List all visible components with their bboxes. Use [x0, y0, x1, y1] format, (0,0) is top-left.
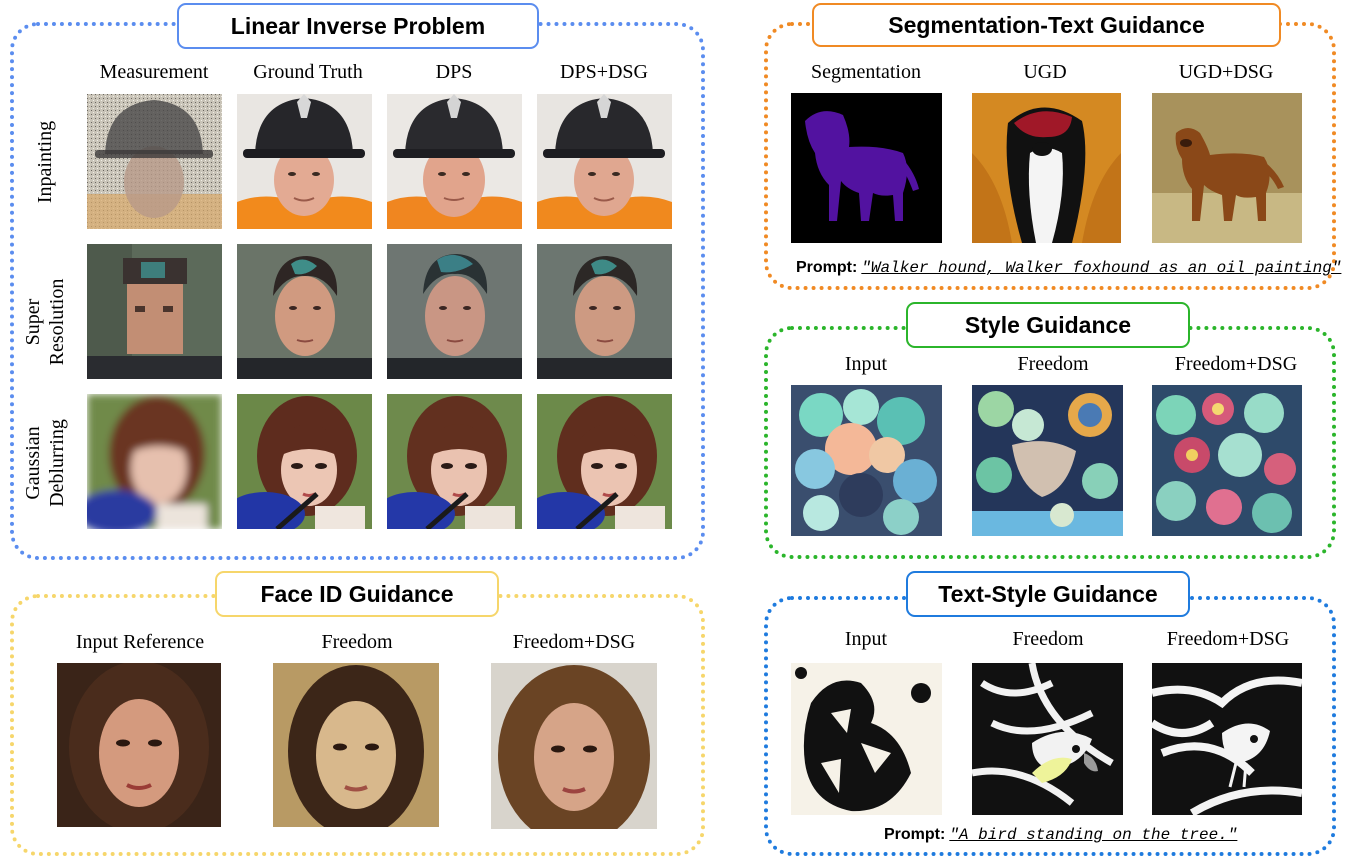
deblurring-dps-image	[387, 394, 522, 529]
style-col-freedom: Freedom	[1017, 353, 1089, 375]
faceid-col-freedom: Freedom	[321, 631, 393, 653]
inpainting-dps-image	[387, 94, 522, 229]
faceid-title: Face ID Guidance	[215, 571, 499, 617]
faceid-freedom-dsg-image	[491, 663, 657, 829]
textstyle-prompt-label: Prompt:	[884, 826, 946, 843]
super-resolution-dps-dsg-image	[537, 244, 672, 379]
style-col-freedom-dsg: Freedom+DSG	[1174, 353, 1298, 375]
deblurring-dps-dsg-image	[537, 394, 672, 529]
textstyle-col-freedom-dsg: Freedom+DSG	[1166, 628, 1290, 650]
style-title: Style Guidance	[906, 302, 1190, 348]
col-label-measurement: Measurement	[99, 61, 209, 83]
linear-inverse-title: Linear Inverse Problem	[177, 3, 539, 49]
segtext-prompt-text: "Walker hound, Walker foxhound as an oil…	[861, 259, 1342, 277]
row-label-super-resolution-line2: Resolution	[46, 278, 68, 366]
faceid-col-freedom-dsg: Freedom+DSG	[512, 631, 636, 653]
deblurring-measurement-image	[87, 394, 222, 529]
segtext-prompt-label: Prompt:	[796, 259, 858, 276]
segtext-ugd-dsg-image	[1152, 93, 1302, 243]
segtext-ugd-image	[972, 93, 1121, 243]
col-label-ground-truth: Ground Truth	[253, 61, 363, 83]
textstyle-col-freedom: Freedom	[1012, 628, 1084, 650]
row-label-inpainting: Inpainting	[30, 112, 60, 212]
super-resolution-measurement-image	[87, 244, 222, 379]
style-input-image	[791, 385, 942, 536]
row-label-gaussian-deblurring: Gaussian Deblurring	[18, 413, 72, 513]
style-col-input: Input	[844, 353, 888, 375]
textstyle-prompt: Prompt: "A bird standing on the tree."	[884, 826, 1237, 844]
faceid-freedom-image	[273, 663, 439, 827]
inpainting-dps-dsg-image	[537, 94, 672, 229]
faceid-col-input-reference: Input Reference	[75, 631, 205, 653]
segtext-col-ugd: UGD	[1023, 61, 1067, 83]
segtext-prompt: Prompt: "Walker hound, Walker foxhound a…	[796, 259, 1341, 277]
col-label-dps: DPS	[435, 61, 473, 83]
inpainting-measurement-image	[87, 94, 222, 229]
inpainting-ground-truth-image	[237, 94, 372, 229]
textstyle-prompt-text: "A bird standing on the tree."	[949, 826, 1238, 844]
row-label-super-resolution: Super Resolution	[18, 272, 72, 372]
segtext-col-ugd-dsg: UGD+DSG	[1178, 61, 1274, 83]
textstyle-col-input: Input	[844, 628, 888, 650]
textstyle-input-image	[791, 663, 942, 815]
segtext-col-segmentation: Segmentation	[811, 61, 921, 83]
segtext-segmentation-image	[791, 93, 942, 243]
super-resolution-ground-truth-image	[237, 244, 372, 379]
segtext-title: Segmentation-Text Guidance	[812, 3, 1281, 47]
textstyle-freedom-dsg-image	[1152, 663, 1302, 815]
row-label-super-resolution-line1: Super	[22, 298, 44, 346]
textstyle-title: Text-Style Guidance	[906, 571, 1190, 617]
row-label-inpainting-line1: Inpainting	[34, 120, 56, 204]
deblurring-ground-truth-image	[237, 394, 372, 529]
row-label-gaussian-deblurring-line2: Deblurring	[46, 419, 68, 507]
textstyle-freedom-image	[972, 663, 1123, 815]
row-label-gaussian-deblurring-line1: Gaussian	[22, 426, 44, 500]
col-label-dps-dsg: DPS+DSG	[560, 61, 648, 83]
style-freedom-dsg-image	[1152, 385, 1302, 536]
style-freedom-image	[972, 385, 1123, 536]
super-resolution-dps-image	[387, 244, 522, 379]
faceid-input-reference-image	[57, 663, 221, 827]
